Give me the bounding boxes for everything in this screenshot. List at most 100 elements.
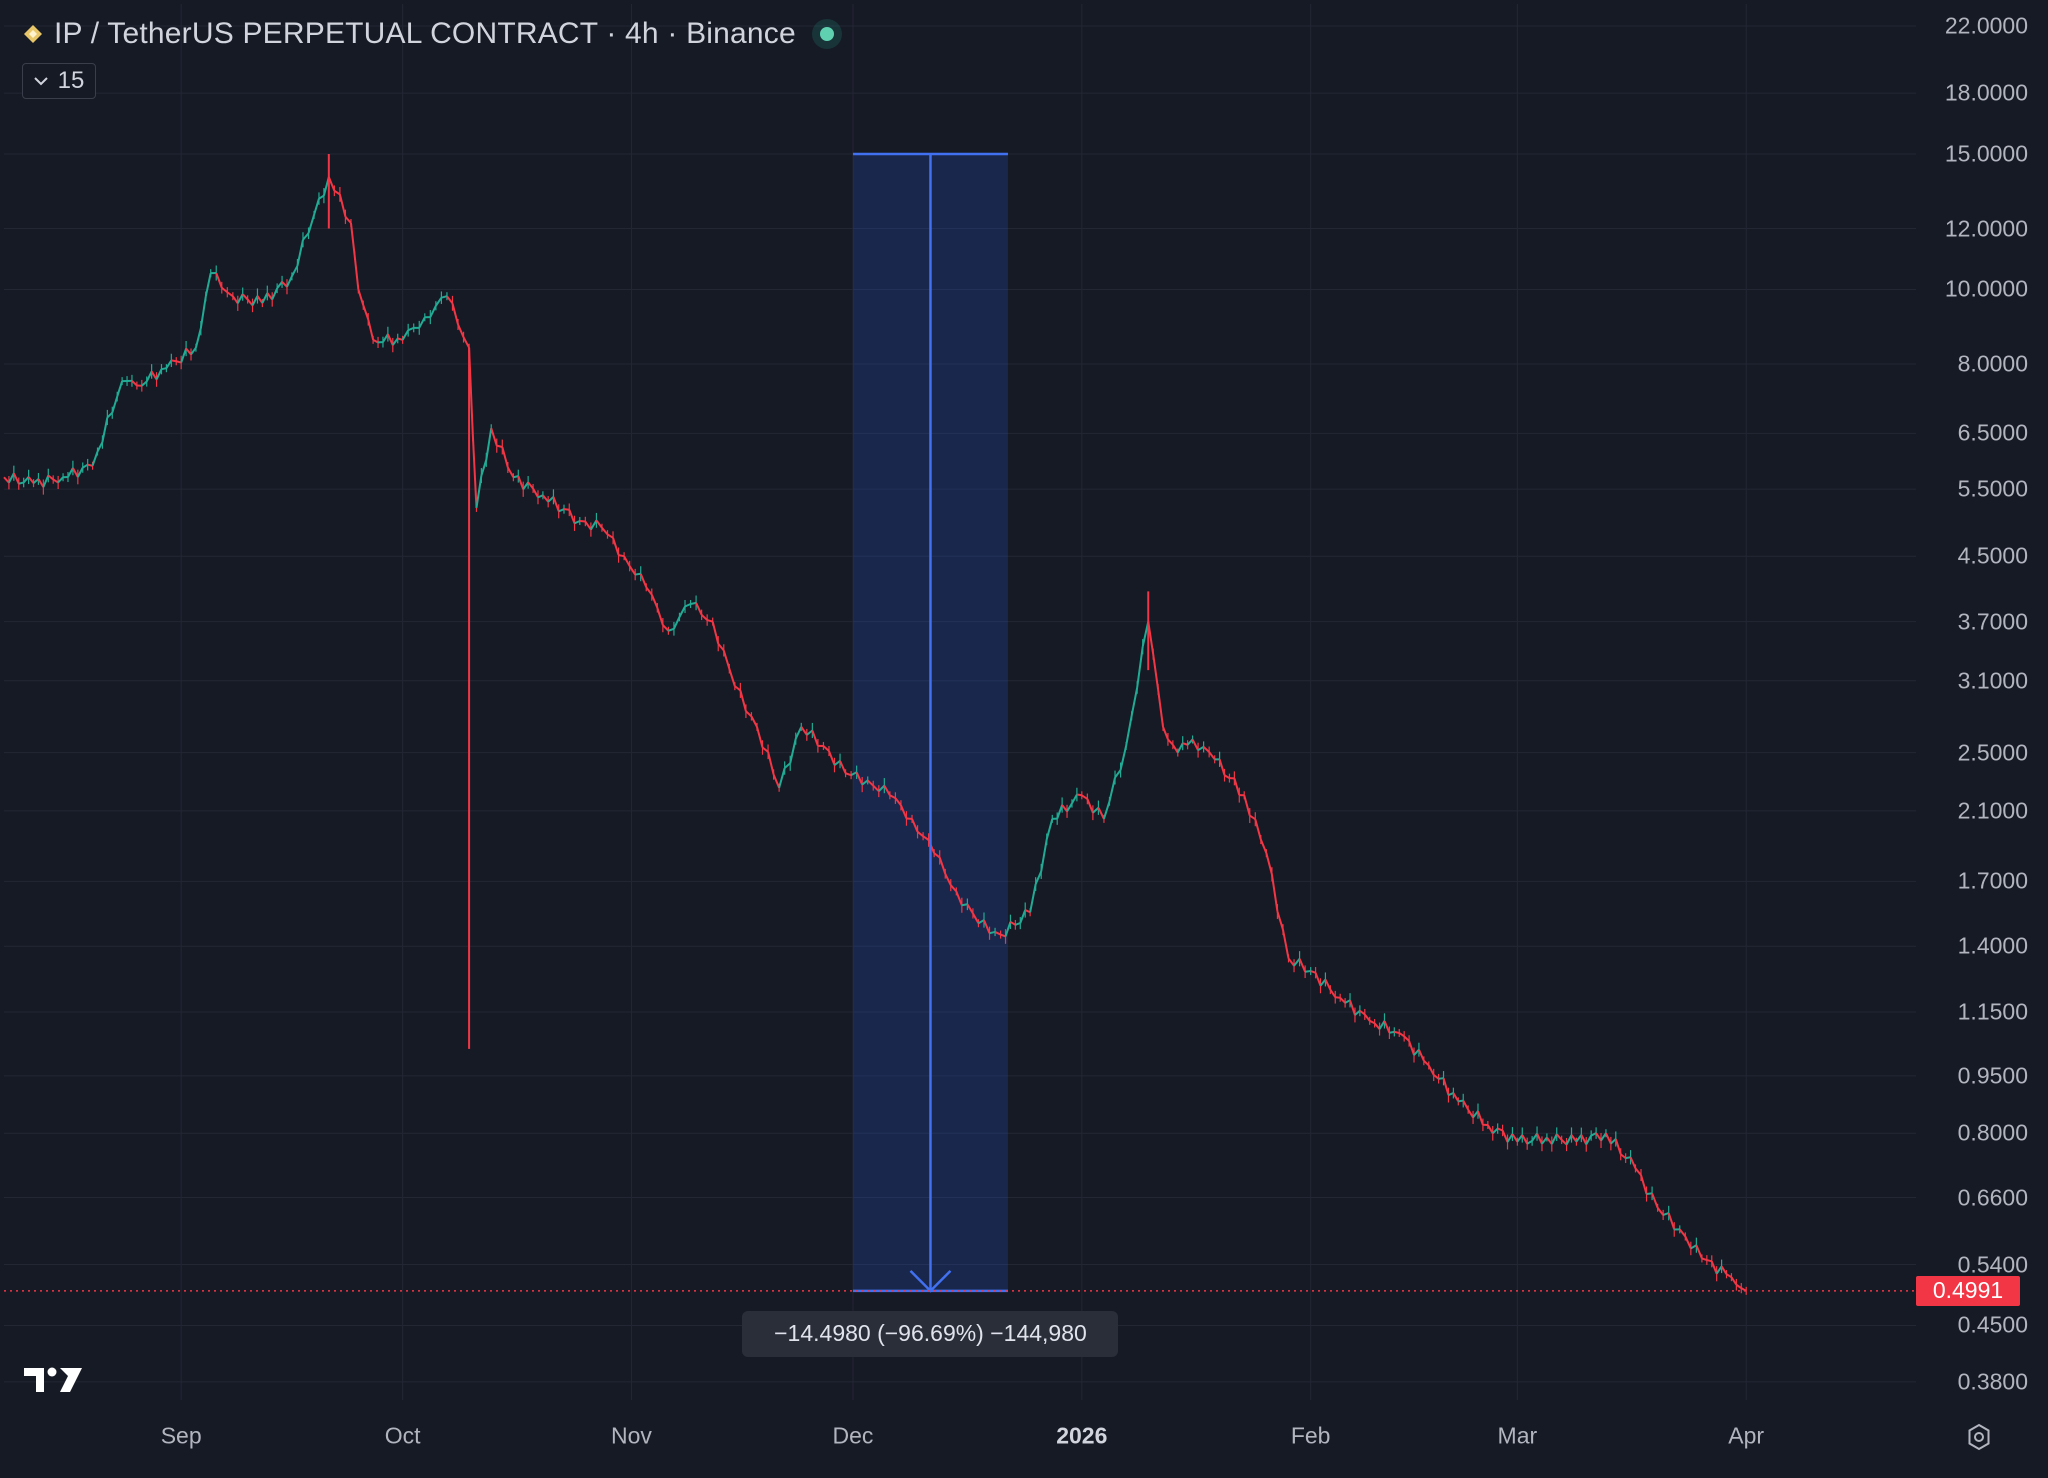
price-candle-segment xyxy=(1570,1134,1578,1143)
price-candle-segment xyxy=(1526,1140,1533,1145)
price-candle-segment xyxy=(828,750,836,766)
price-candle-segment xyxy=(950,884,958,893)
time-tick-label: Dec xyxy=(832,1422,874,1449)
price-candle-segment xyxy=(1066,802,1073,812)
price-candle-segment xyxy=(595,519,603,529)
price-candle-segment xyxy=(171,359,177,363)
price-candle-segment xyxy=(1097,807,1105,820)
price-candle-segment xyxy=(722,650,731,669)
price-candle-segment xyxy=(418,316,426,329)
price-candle-segment xyxy=(1076,793,1082,797)
price-candle-segment xyxy=(977,919,985,925)
price-candle-segment xyxy=(772,774,781,789)
price-candle-segment xyxy=(215,272,223,289)
price-candle-segment xyxy=(1249,814,1256,821)
price-candle-segment xyxy=(8,472,15,484)
price-candle-segment xyxy=(537,494,544,499)
price-candle-segment xyxy=(883,785,891,796)
price-candle-segment xyxy=(833,760,841,766)
price-candle-segment xyxy=(1501,1130,1509,1143)
price-candle-segment xyxy=(1162,726,1169,740)
price-candle-segment xyxy=(558,508,565,513)
price-candle-segment xyxy=(241,293,249,301)
price-candle-segment xyxy=(678,606,686,618)
price-candle-segment xyxy=(1735,1283,1742,1289)
price-candle-segment xyxy=(145,370,153,382)
price-candle-segment xyxy=(3,476,10,484)
market-status-icon[interactable] xyxy=(811,19,842,49)
price-candle-segment xyxy=(700,614,708,621)
price-candle-segment xyxy=(1625,1156,1631,1160)
price-candle-segment xyxy=(91,451,99,467)
price-candle-segment xyxy=(246,298,254,307)
price-tick-label: 0.8000 xyxy=(1957,1119,2028,1146)
price-candle-segment xyxy=(662,624,670,632)
price-candle-segment xyxy=(1383,1020,1391,1034)
price-candle-segment xyxy=(1004,921,1012,937)
price-candle-segment xyxy=(1541,1136,1548,1145)
price-tick-label: 5.5000 xyxy=(1957,475,2028,502)
price-candle-segment xyxy=(612,537,620,556)
time-tick-label: 2026 xyxy=(1056,1422,1108,1449)
price-candle-segment xyxy=(1634,1167,1642,1176)
price-candle-segment xyxy=(1293,958,1301,967)
price-candle-segment xyxy=(1029,883,1037,913)
price-candle-segment xyxy=(313,198,320,216)
chart-title[interactable]: IP / TetherUS PERPETUAL CONTRACT · 4h · … xyxy=(54,17,796,50)
settings-gear-icon[interactable] xyxy=(1964,1422,1994,1452)
price-candle-segment xyxy=(1448,1092,1454,1097)
price-candle-segment xyxy=(1186,738,1194,746)
price-candle-segment xyxy=(82,463,89,469)
measure-arrow-head-icon xyxy=(909,1269,952,1293)
price-candle-segment xyxy=(839,760,847,774)
indicators-toggle-button[interactable]: 15 xyxy=(22,63,96,99)
tradingview-logo[interactable] xyxy=(24,1366,84,1394)
price-candle-segment xyxy=(1605,1132,1612,1145)
price-candle-segment xyxy=(1610,1138,1617,1145)
price-candle-segment xyxy=(938,857,947,875)
price-candle-segment xyxy=(1555,1133,1563,1141)
price-candle-segment xyxy=(650,594,659,609)
price-candle-segment xyxy=(506,466,515,478)
price-candle-segment xyxy=(47,474,54,481)
price-candle-segment xyxy=(176,360,182,364)
price-candle-segment xyxy=(251,295,259,306)
price-candle-segment xyxy=(1373,1022,1381,1030)
price-candle-segment xyxy=(1040,839,1048,872)
price-candle-segment xyxy=(1506,1133,1514,1143)
price-candle-segment xyxy=(357,289,365,306)
price-candle-segment xyxy=(1662,1212,1670,1216)
price-candle-segment xyxy=(1521,1134,1529,1145)
price-candle-segment xyxy=(362,304,370,320)
price-candle-segment xyxy=(1182,742,1188,746)
measure-result-label: −14.4980 (−96.69%) −144,980 xyxy=(742,1310,1119,1357)
price-candle-segment xyxy=(1462,1100,1470,1111)
price-candle-segment xyxy=(684,603,691,608)
time-tick-label: Mar xyxy=(1497,1422,1538,1449)
price-candle-segment xyxy=(1640,1174,1648,1195)
price-candle-segment xyxy=(441,295,448,299)
price-candle-segment xyxy=(618,554,625,558)
price-candle-segment xyxy=(318,194,325,200)
price-candle-segment xyxy=(276,281,283,289)
price-candle-segment xyxy=(1378,1020,1386,1030)
price-candle-segment xyxy=(1197,746,1205,752)
price-candle-segment xyxy=(1656,1207,1664,1216)
price-candle-segment xyxy=(1259,839,1268,854)
price-candle-segment xyxy=(1136,646,1144,688)
price-candle-segment xyxy=(794,726,803,740)
price-candle-segment xyxy=(161,367,167,371)
price-candle-segment xyxy=(1497,1127,1503,1132)
price-candle-segment xyxy=(101,417,109,443)
price-candle-segment xyxy=(517,475,525,490)
price-candle-segment xyxy=(1243,795,1251,816)
price-candle-segment xyxy=(1423,1060,1430,1067)
price-candle-segment xyxy=(784,762,791,769)
chevron-down-icon xyxy=(33,77,48,86)
price-candle-segment xyxy=(1265,852,1273,875)
price-candle-segment xyxy=(1172,744,1179,754)
price-candle-segment xyxy=(568,509,576,524)
price-candle-segment xyxy=(878,784,886,792)
price-candle-segment xyxy=(1314,972,1322,987)
